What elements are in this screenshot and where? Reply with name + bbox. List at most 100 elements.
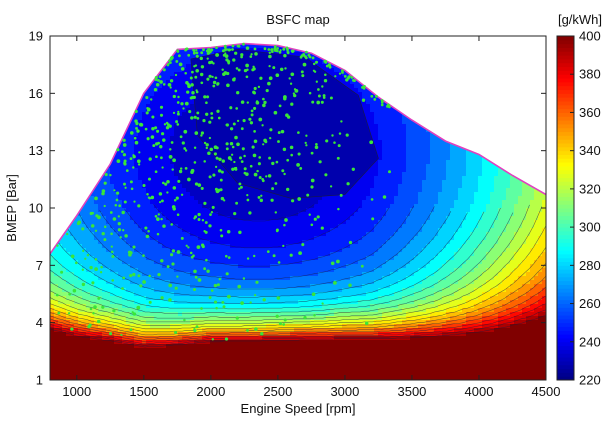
operating-point: [146, 193, 149, 196]
operating-point: [260, 331, 264, 336]
operating-point: [202, 119, 206, 123]
operating-point: [117, 222, 121, 226]
colorbar-segment: [557, 104, 574, 110]
operating-point: [200, 51, 204, 55]
colorbar-segment: [557, 295, 574, 301]
colorbar-segment: [557, 215, 574, 220]
operating-point: [194, 75, 198, 79]
operating-point: [315, 80, 318, 83]
operating-point: [301, 243, 305, 247]
operating-point: [168, 298, 172, 302]
x-tick-label: 4500: [532, 384, 561, 399]
operating-point: [192, 48, 196, 52]
operating-point: [262, 97, 265, 101]
operating-point: [184, 167, 188, 170]
operating-point: [154, 126, 158, 130]
operating-point: [195, 48, 198, 52]
operating-point: [205, 101, 208, 105]
operating-point: [263, 100, 267, 105]
operating-point: [257, 162, 261, 166]
operating-point: [206, 95, 210, 99]
operating-point: [232, 122, 236, 126]
operating-point: [170, 141, 174, 144]
operating-point: [161, 166, 164, 169]
operating-point: [245, 46, 250, 50]
colorbar-segment: [557, 200, 574, 205]
operating-point: [125, 169, 129, 172]
operating-point: [237, 68, 241, 72]
operating-point: [208, 74, 212, 78]
colorbar-label: [g/kWh]: [558, 12, 602, 27]
operating-point: [55, 293, 59, 297]
operating-point: [202, 48, 205, 52]
operating-point: [110, 232, 113, 236]
operating-point: [282, 323, 286, 326]
operating-point: [321, 302, 324, 305]
operating-point: [117, 215, 120, 218]
operating-point: [154, 78, 158, 81]
colorbar-segment: [557, 55, 574, 60]
operating-point: [238, 182, 242, 186]
operating-point: [302, 62, 307, 67]
operating-point: [152, 144, 156, 148]
operating-point: [154, 170, 158, 174]
operating-point: [216, 109, 220, 113]
operating-point: [113, 189, 116, 192]
operating-point: [380, 100, 384, 104]
operating-point: [262, 298, 266, 302]
operating-point: [323, 79, 328, 83]
operating-point: [190, 83, 194, 87]
operating-point: [229, 127, 234, 131]
operating-point: [142, 254, 145, 257]
operating-point: [273, 45, 277, 48]
colorbar-segment: [557, 97, 574, 102]
operating-point: [180, 67, 185, 71]
operating-point: [283, 95, 287, 99]
operating-point: [218, 277, 222, 281]
operating-point: [187, 84, 191, 89]
operating-point: [275, 160, 279, 164]
operating-point: [369, 140, 374, 145]
operating-point: [120, 333, 123, 337]
operating-point: [235, 201, 239, 205]
operating-point: [158, 192, 163, 196]
operating-point: [96, 319, 101, 324]
operating-point: [255, 280, 259, 284]
operating-point: [133, 136, 137, 140]
operating-point: [330, 261, 335, 266]
operating-point: [203, 160, 206, 163]
operating-point: [314, 145, 319, 150]
colorbar-tick-label: 220: [579, 373, 601, 388]
operating-point: [333, 281, 337, 285]
operating-point: [196, 111, 200, 115]
operating-point: [176, 101, 180, 104]
operating-point: [258, 176, 262, 179]
operating-point: [233, 160, 236, 164]
operating-point: [266, 250, 270, 253]
operating-point: [249, 121, 254, 125]
operating-point: [200, 65, 205, 69]
colorbar-segment: [557, 257, 574, 263]
operating-point: [178, 169, 183, 174]
operating-point: [155, 155, 158, 159]
operating-point: [103, 181, 107, 185]
operating-point: [213, 300, 218, 304]
operating-point: [200, 131, 204, 135]
operating-point: [175, 59, 179, 63]
operating-point: [160, 199, 164, 203]
operating-point: [138, 151, 141, 154]
operating-point: [225, 254, 228, 258]
colorbar-segment: [557, 307, 574, 312]
operating-point: [210, 116, 214, 120]
colorbar-segment: [557, 43, 574, 48]
operating-point: [286, 51, 290, 55]
operating-point: [301, 74, 305, 78]
operating-point: [199, 56, 203, 61]
operating-point: [235, 316, 239, 320]
operating-point: [241, 147, 245, 151]
operating-point: [283, 318, 287, 322]
operating-point: [285, 113, 289, 117]
operating-point: [72, 288, 77, 293]
operating-point: [123, 162, 127, 166]
